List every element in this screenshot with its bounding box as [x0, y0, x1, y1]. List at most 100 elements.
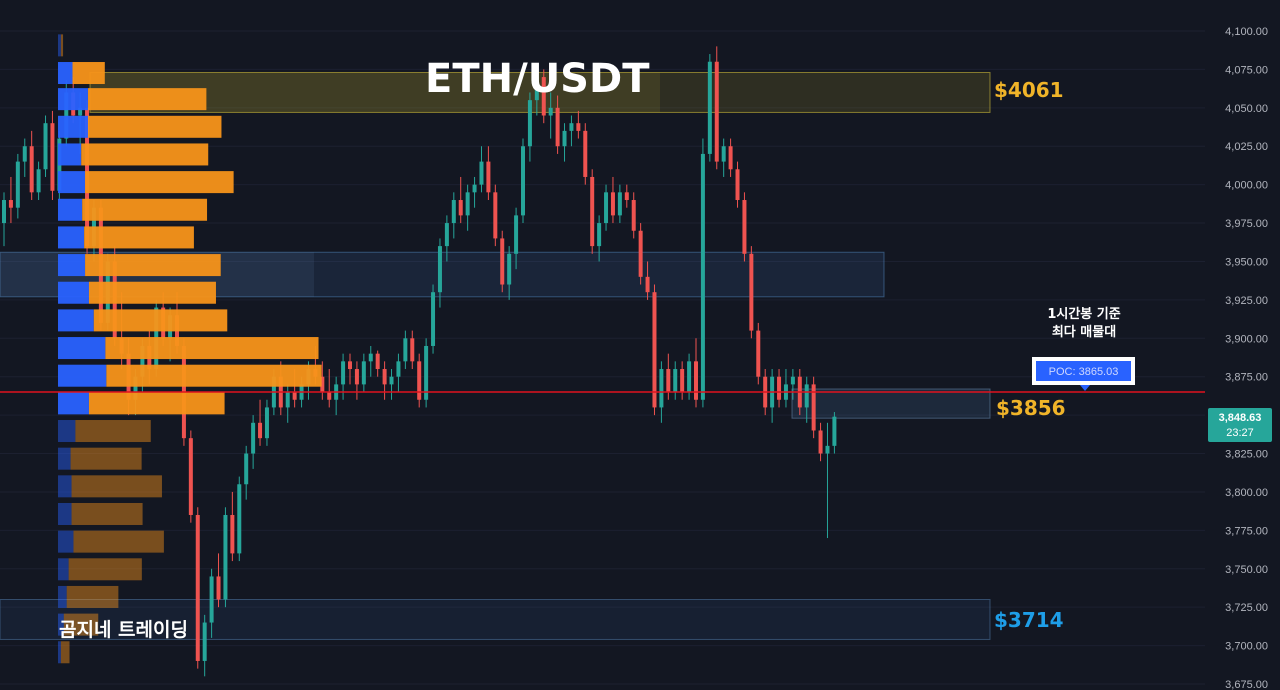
- y-tick-label: 4,050.00: [1225, 103, 1268, 115]
- candle-body: [348, 361, 352, 370]
- candle: [555, 95, 560, 154]
- vp-sell-bar: [85, 254, 221, 277]
- candle: [604, 184, 609, 231]
- poc-badge-pointer: [1080, 385, 1090, 391]
- candle-body: [465, 192, 470, 216]
- candle: [818, 422, 823, 462]
- last-price-tag[interactable]: 3,848.63 23:27: [1208, 408, 1272, 442]
- candle-body: [43, 123, 48, 170]
- level-label-3856: $3856: [996, 396, 1066, 420]
- candle: [583, 123, 588, 185]
- candle-body: [140, 345, 145, 377]
- candle-body: [223, 514, 228, 600]
- vp-buy-bar: [58, 641, 61, 664]
- candle: [548, 92, 553, 139]
- candle-body: [417, 361, 422, 400]
- candle: [424, 338, 429, 408]
- note-line-1: 1시간봉 기준: [1047, 306, 1120, 322]
- candle: [43, 115, 48, 177]
- candle: [811, 376, 816, 439]
- candle-body: [742, 200, 747, 254]
- candle-body: [361, 361, 366, 385]
- candle-body: [700, 153, 705, 400]
- vp-buy-bar: [58, 115, 88, 138]
- vp-sell-bar: [93, 309, 228, 332]
- candle: [458, 176, 463, 224]
- candle-body: [78, 107, 83, 116]
- price-axis[interactable]: 4,100.00 4,075.00 4,050.00 4,025.00 4,000.00…: [1225, 26, 1268, 690]
- vp-buy-bar: [58, 530, 74, 553]
- vp-row: [58, 198, 208, 221]
- candle-body: [410, 338, 415, 362]
- candle-body: [673, 369, 678, 393]
- vp-row: [58, 62, 105, 85]
- candle-body: [15, 161, 20, 208]
- vp-row: [58, 364, 322, 387]
- vp-row: [58, 309, 228, 332]
- vp-buy-bar: [58, 198, 83, 221]
- vp-row: [58, 585, 119, 608]
- candle-body: [541, 77, 546, 116]
- vp-buy-bar: [58, 585, 67, 608]
- candle-body: [230, 514, 235, 554]
- candle-body: [202, 622, 207, 661]
- poc-badge-label: POC: 3865.03: [1049, 366, 1119, 378]
- candle: [251, 415, 256, 469]
- candle: [22, 138, 27, 177]
- vp-buy-bar: [58, 447, 71, 470]
- candle-body: [8, 200, 13, 208]
- candle-body: [354, 369, 359, 385]
- candle-body: [382, 369, 387, 385]
- candle-body: [583, 130, 588, 177]
- candle-body: [714, 61, 719, 162]
- vp-buy-bar: [58, 337, 106, 360]
- candle: [521, 138, 525, 224]
- candle: [354, 361, 359, 400]
- candle-body: [617, 192, 622, 216]
- poc-badge[interactable]: POC: 3865.03: [1032, 357, 1135, 391]
- candle-body: [251, 422, 256, 454]
- candle: [15, 153, 20, 219]
- candle: [728, 138, 733, 177]
- candle: [437, 238, 442, 308]
- candle: [714, 46, 719, 170]
- candle: [749, 246, 754, 339]
- candle-body: [604, 192, 609, 224]
- candle: [825, 422, 830, 539]
- vp-sell-bar: [106, 364, 322, 387]
- candle-body: [562, 130, 567, 147]
- y-tick-label: 3,950.00: [1225, 256, 1268, 268]
- candle-body: [375, 353, 380, 370]
- level-label-4061: $4061: [994, 78, 1064, 102]
- candle: [569, 115, 574, 147]
- vp-sell-bar: [87, 115, 222, 138]
- y-tick-label: 3,975.00: [1225, 218, 1268, 230]
- candle: [396, 353, 401, 393]
- candle-body: [687, 361, 692, 393]
- candle: [777, 369, 782, 408]
- candle: [756, 322, 761, 385]
- vp-row: [58, 613, 99, 636]
- vp-buy-bar: [58, 558, 69, 581]
- zone-resistance: [89, 71, 991, 113]
- candle: [652, 284, 657, 416]
- vp-buy-bar: [58, 364, 107, 387]
- candle: [382, 361, 387, 400]
- candle-body: [777, 376, 782, 400]
- vp-buy-bar: [58, 613, 64, 636]
- candle: [361, 353, 366, 393]
- candle: [576, 110, 581, 139]
- y-tick-label: 4,075.00: [1225, 64, 1268, 76]
- vp-row: [58, 226, 194, 249]
- candle-body: [804, 384, 809, 408]
- vp-buy-bar: [58, 62, 73, 85]
- candle: [36, 161, 41, 201]
- candle-body: [216, 576, 221, 600]
- candle: [389, 369, 394, 400]
- vp-row: [58, 420, 151, 443]
- candle: [209, 568, 214, 638]
- vp-buy-bar: [58, 475, 72, 498]
- vp-row: [58, 34, 64, 57]
- candle: [617, 184, 622, 224]
- candle-body: [341, 361, 346, 385]
